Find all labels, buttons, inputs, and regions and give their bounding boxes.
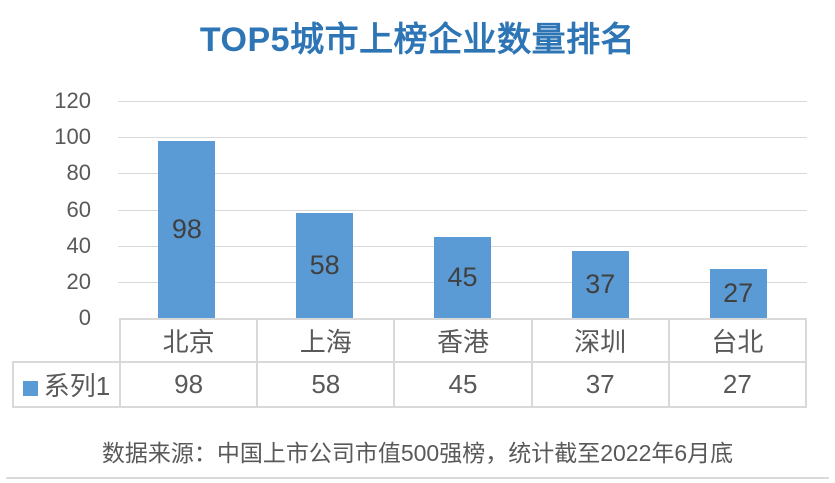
bar-data-label: 37 [585, 269, 616, 300]
y-tick-label-120: 120 [54, 88, 91, 113]
bar-data-label: 58 [309, 250, 340, 281]
y-tick-label-100: 100 [54, 124, 91, 150]
legend-cell: 系列1 [12, 361, 121, 408]
table-value-台北: 27 [667, 361, 808, 408]
table-value-北京: 98 [118, 361, 259, 408]
table-corner-cell [13, 319, 120, 362]
gridline-120 [118, 101, 807, 102]
bar-data-label: 27 [723, 278, 754, 309]
category-header-深圳: 深圳 [530, 318, 670, 363]
bottom-divider [6, 477, 829, 479]
gridline-100 [118, 137, 807, 139]
category-header-北京: 北京 [118, 318, 259, 363]
bar-data-label: 45 [447, 261, 478, 292]
bar-北京: 98 [158, 140, 216, 318]
category-header-香港: 香港 [393, 318, 533, 363]
category-header-上海: 上海 [256, 318, 396, 363]
bar-data-label: 98 [171, 213, 202, 244]
y-axis: 0 20 40 60 80 100 120 [0, 0, 91, 483]
bar-台北: 27 [709, 269, 767, 318]
plot-area: 98 58 45 37 27 [118, 101, 807, 318]
data-table: 北京 上海 香港 深圳 台北系列1 98 58 45 37 27 [12, 318, 808, 408]
y-tick-label-0: 0 [78, 305, 91, 330]
category-header-台北: 台北 [667, 318, 808, 363]
data-source-note: 数据来源：中国上市公司市值500强榜，统计截至2022年6月底 [101, 440, 734, 466]
table-value-深圳: 37 [530, 361, 670, 408]
gridline-80 [118, 173, 807, 175]
bar-香港: 45 [434, 236, 491, 318]
legend-series-name: 系列1 [43, 371, 111, 401]
legend-color-swatch-icon [22, 381, 38, 396]
bar-上海: 58 [296, 213, 354, 318]
y-tick-label-60: 60 [66, 196, 91, 222]
y-tick-label-40: 40 [66, 232, 91, 258]
table-value-香港: 45 [393, 361, 533, 408]
y-tick-label-20: 20 [66, 268, 91, 294]
y-tick-label-80: 80 [66, 160, 91, 186]
bar-深圳: 37 [571, 251, 629, 318]
chart-title: TOP5城市上榜企业数量排名 [199, 21, 636, 59]
gridline-60 [118, 209, 807, 211]
table-value-上海: 58 [256, 361, 396, 408]
